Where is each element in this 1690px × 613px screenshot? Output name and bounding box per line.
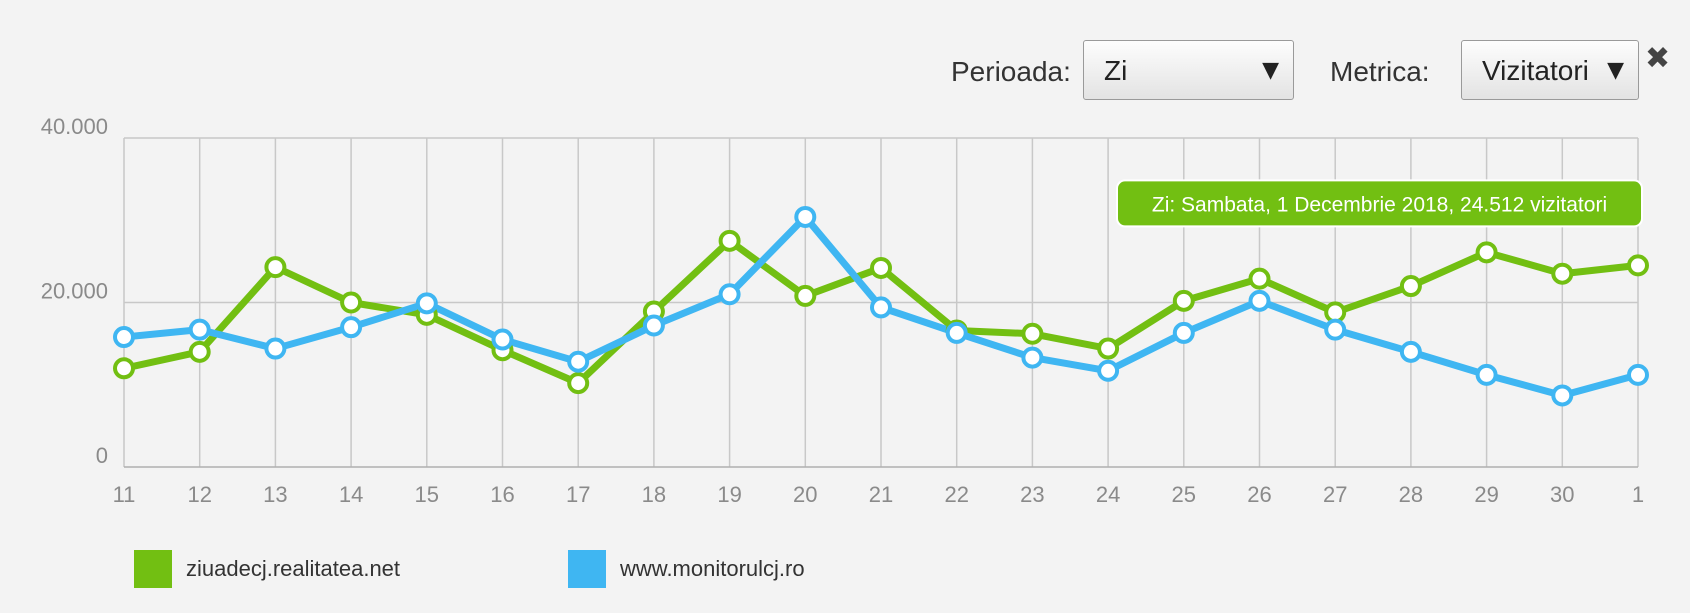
- chevron-down-icon: ▼: [1262, 58, 1279, 83]
- data-point[interactable]: [642, 314, 665, 337]
- data-point[interactable]: [1324, 318, 1347, 341]
- x-tick-label: 19: [717, 482, 741, 507]
- x-tick-label: 22: [944, 482, 968, 507]
- legend-swatch: [568, 550, 606, 588]
- x-tick-label: 13: [263, 482, 287, 507]
- data-point[interactable]: [415, 292, 438, 315]
- data-point[interactable]: [188, 340, 211, 363]
- x-tick-label: 23: [1020, 482, 1044, 507]
- x-tick-label: 27: [1323, 482, 1347, 507]
- data-point[interactable]: [1475, 363, 1498, 386]
- x-tick-label: 25: [1172, 482, 1196, 507]
- metric-label: Metrica:: [1330, 56, 1430, 87]
- legend-label: ziuadecj.realitatea.net: [186, 556, 401, 581]
- data-point[interactable]: [794, 284, 817, 307]
- data-point[interactable]: [1021, 346, 1044, 369]
- data-point[interactable]: [340, 291, 363, 314]
- data-point[interactable]: [870, 296, 892, 319]
- tooltip: Zi: Sambata, 1 Decembrie 2018, 24.512 vi…: [1116, 179, 1643, 228]
- x-tick-label: 16: [490, 482, 514, 507]
- series-points: [113, 205, 1649, 407]
- data-point[interactable]: [1627, 254, 1649, 277]
- data-point[interactable]: [264, 337, 287, 360]
- data-point[interactable]: [1551, 384, 1574, 407]
- period-select[interactable]: Zi ▼: [1083, 40, 1294, 100]
- data-point[interactable]: [870, 256, 892, 279]
- tooltip-box: [1116, 179, 1643, 228]
- x-tick-label: 1: [1632, 482, 1644, 507]
- x-tick-label: 28: [1399, 482, 1423, 507]
- data-point[interactable]: [1248, 267, 1271, 290]
- data-point[interactable]: [1097, 359, 1120, 382]
- x-tick-label: 14: [339, 482, 363, 507]
- legend-label: www.monitorulcj.ro: [620, 556, 805, 581]
- x-tick-label: 18: [642, 482, 666, 507]
- data-point[interactable]: [945, 321, 968, 344]
- x-tick-label: 11: [113, 482, 136, 507]
- data-point[interactable]: [718, 283, 741, 306]
- x-tick-label: 26: [1247, 482, 1271, 507]
- x-tick-label: 17: [566, 482, 590, 507]
- period-select-value: Zi: [1104, 55, 1128, 86]
- data-point[interactable]: [1172, 289, 1195, 312]
- legend-swatch: [134, 550, 172, 588]
- x-tick-label: 29: [1474, 482, 1498, 507]
- period-label: Perioada:: [951, 56, 1071, 87]
- x-tick-label: 20: [793, 482, 817, 507]
- data-point[interactable]: [1097, 337, 1120, 360]
- data-point[interactable]: [1021, 322, 1044, 345]
- data-point[interactable]: [1248, 289, 1271, 312]
- chart-grid: [123, 137, 1639, 468]
- data-point[interactable]: [1475, 241, 1498, 264]
- data-point[interactable]: [567, 350, 590, 373]
- data-point[interactable]: [1399, 275, 1422, 298]
- chevron-down-icon: ▼: [1607, 58, 1624, 83]
- metric-select[interactable]: Vizitatori ▼: [1461, 40, 1639, 100]
- data-point[interactable]: [1399, 340, 1422, 363]
- x-tick-label: 12: [187, 482, 211, 507]
- data-point[interactable]: [1627, 363, 1649, 386]
- chart-controls: Perioada: Zi ▼ Metrica: Vizitatori ▼: [0, 40, 1690, 102]
- tooltip-text: Zi: Sambata, 1 Decembrie 2018, 24.512 vi…: [1152, 193, 1607, 216]
- x-tick-label: 15: [415, 482, 439, 507]
- metric-select-value: Vizitatori: [1482, 55, 1589, 86]
- y-tick-label: 20.000: [41, 279, 108, 304]
- data-point[interactable]: [188, 318, 211, 341]
- x-tick-label: 24: [1096, 482, 1120, 507]
- data-point[interactable]: [1551, 262, 1574, 285]
- data-point[interactable]: [794, 205, 817, 228]
- data-point[interactable]: [340, 316, 363, 339]
- data-point[interactable]: [491, 328, 514, 351]
- data-point[interactable]: [1172, 321, 1195, 344]
- data-point[interactable]: [113, 326, 135, 349]
- y-tick-label: 40.000: [41, 114, 108, 139]
- y-axis: 0 20.000 40.000: [41, 114, 108, 468]
- x-axis: 11 12 13 14 15 16 17 18 19 20 21 22 23 24 25 26 27 28 29 30…: [113, 482, 1645, 507]
- data-point[interactable]: [567, 372, 590, 395]
- y-tick-label: 0: [96, 443, 108, 468]
- data-point[interactable]: [718, 229, 741, 252]
- data-point[interactable]: [113, 357, 135, 380]
- x-tick-label: 21: [869, 482, 893, 507]
- x-tick-label: 30: [1550, 482, 1574, 507]
- data-point[interactable]: [264, 256, 287, 279]
- close-icon[interactable]: ✖: [1645, 41, 1671, 76]
